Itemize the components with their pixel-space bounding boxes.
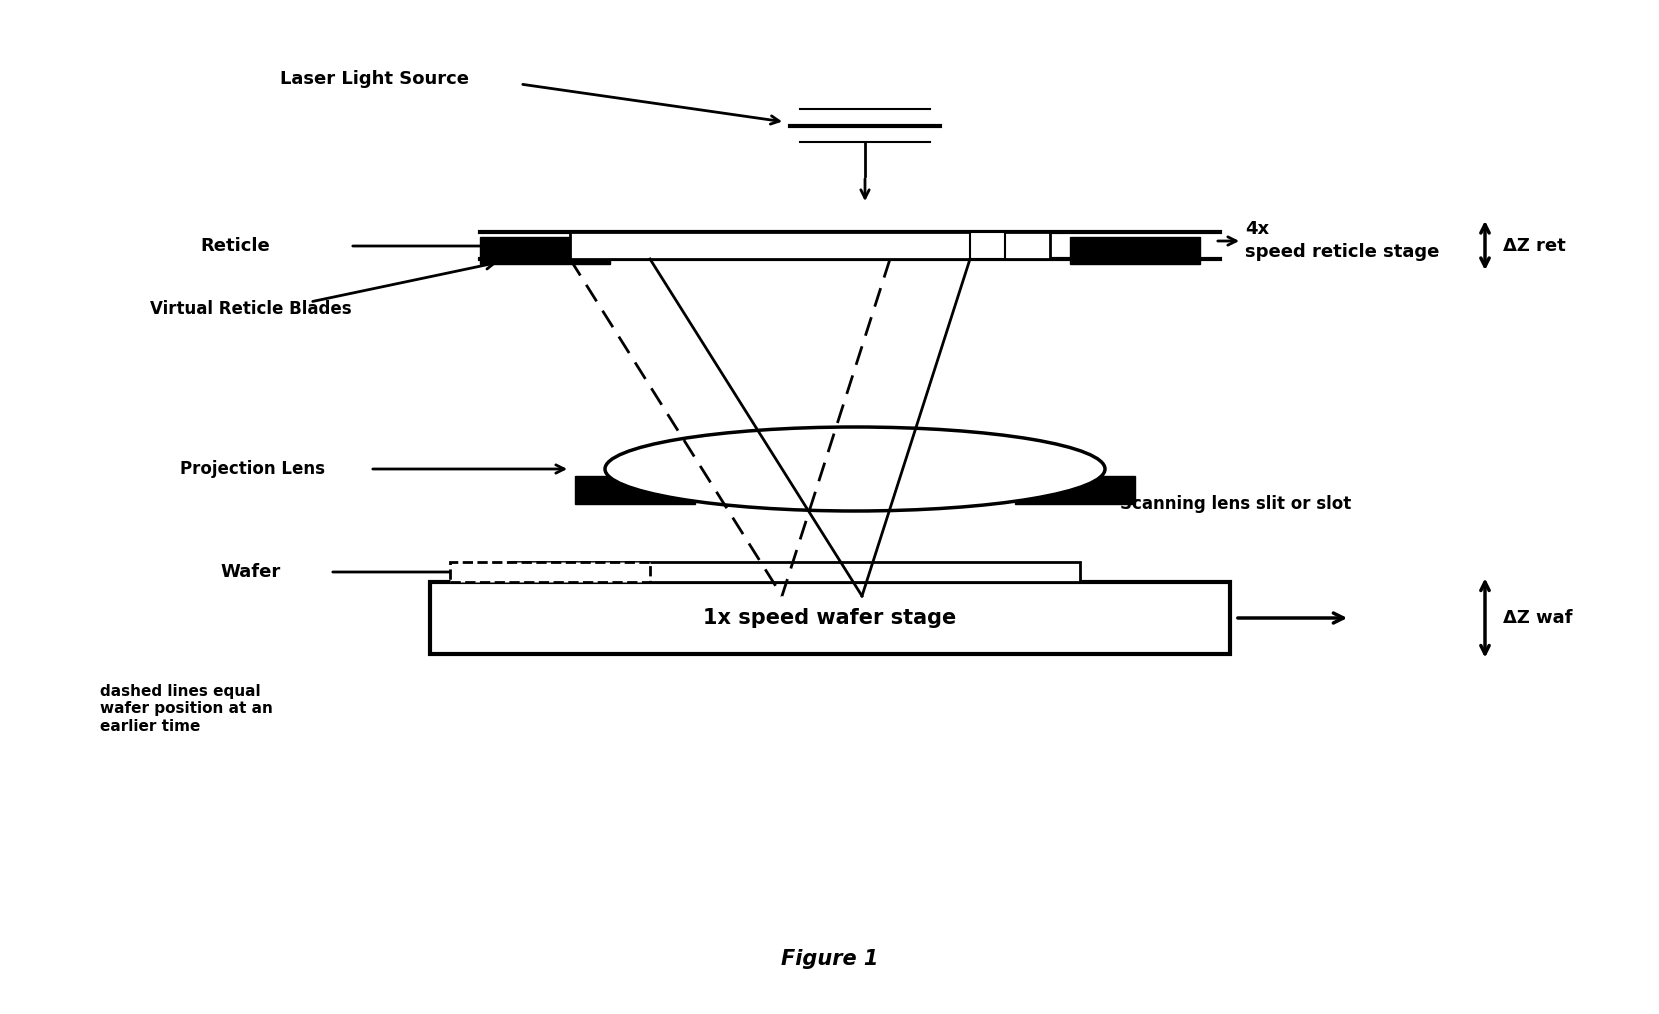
Ellipse shape xyxy=(606,427,1105,511)
Text: Reticle: Reticle xyxy=(201,237,270,255)
Bar xyxy=(576,476,695,504)
Text: Wafer: Wafer xyxy=(221,563,280,581)
Bar xyxy=(971,232,1005,259)
Text: Virtual Reticle Blades: Virtual Reticle Blades xyxy=(149,300,352,318)
Text: ΔZ ret: ΔZ ret xyxy=(1503,236,1566,255)
Bar xyxy=(450,562,650,582)
Text: Figure 1: Figure 1 xyxy=(781,949,879,969)
Bar xyxy=(1015,476,1135,504)
Bar xyxy=(509,562,1080,582)
Bar xyxy=(1070,237,1199,264)
Text: ΔZ waf: ΔZ waf xyxy=(1503,609,1573,627)
Text: dashed lines equal
wafer position at an
earlier time: dashed lines equal wafer position at an … xyxy=(100,684,272,734)
Text: speed reticle stage: speed reticle stage xyxy=(1244,243,1440,261)
Text: yfn(a): yfn(a) xyxy=(869,574,907,584)
Text: Scanning lens slit or slot: Scanning lens slit or slot xyxy=(1120,495,1350,513)
Bar xyxy=(571,232,1050,259)
Text: 4x: 4x xyxy=(1244,220,1269,238)
Bar xyxy=(430,582,1229,654)
Bar xyxy=(479,237,611,264)
Text: Laser Light Source: Laser Light Source xyxy=(280,70,469,88)
Text: 1x speed wafer stage: 1x speed wafer stage xyxy=(703,608,957,628)
Text: Projection Lens: Projection Lens xyxy=(179,460,325,478)
